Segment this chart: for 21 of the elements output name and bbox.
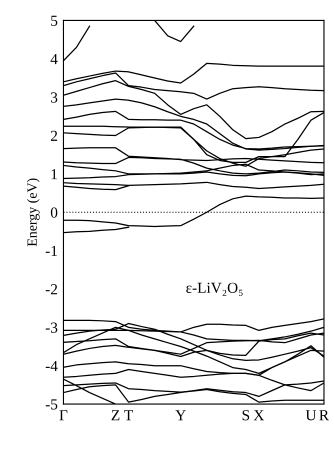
y-tick-label: 1 [52,169,57,180]
x-tick-label: X [254,410,264,420]
y-axis-title: Energy (eV) [26,178,40,246]
x-tick-label: T [124,410,134,420]
annotation: ε-LiV₂O₅ [186,282,243,296]
y-tick-label: 5 [51,16,58,26]
x-tick-label: Y [175,410,186,420]
x-tick-label: Z [112,410,120,420]
y-tick-label: -1 [46,246,57,256]
x-tick-label: U [306,410,316,420]
y-tick-label: 0 [50,207,58,218]
y-tick-label: -4 [46,360,58,371]
y-tick-label: -3 [46,322,58,333]
y-tick-label: -5 [46,399,58,410]
y-tick-label: 4 [50,54,58,64]
y-tick-label: 2 [50,130,58,141]
y-tick-label: -2 [46,284,58,294]
x-tick-label: S [242,410,250,420]
x-tick-label: Γ [59,410,68,420]
x-tick-label: R [319,410,330,420]
y-tick-label: 3 [50,92,58,103]
